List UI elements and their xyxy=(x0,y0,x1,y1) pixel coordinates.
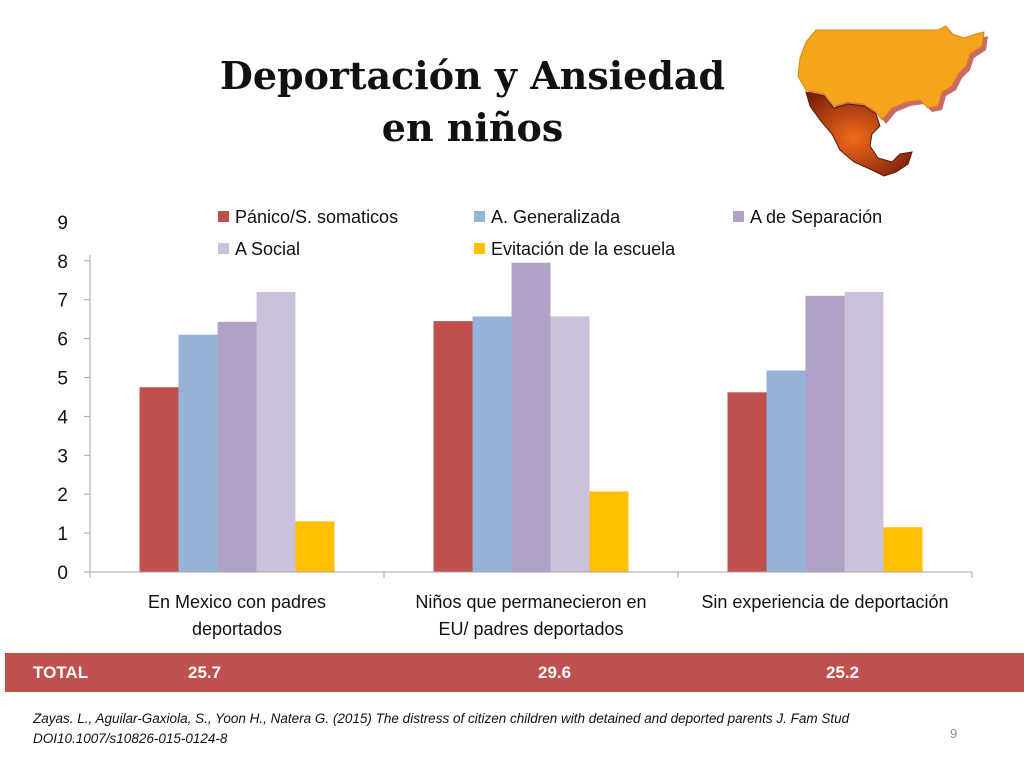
bar xyxy=(178,334,218,572)
legend-label: A. Generalizada xyxy=(491,207,621,227)
bar xyxy=(589,491,629,572)
slide-title: Deportación y Ansiedad en niños xyxy=(150,50,795,154)
legend-label: A de Separación xyxy=(750,207,882,227)
page-number: 9 xyxy=(950,726,958,741)
legend-swatch xyxy=(218,211,229,222)
chart-legend: Pánico/S. somaticos A. Generalizada A de S… xyxy=(218,207,882,259)
legend-label: Pánico/S. somaticos xyxy=(235,207,398,227)
y-tick-label: 9 xyxy=(57,213,68,234)
bar xyxy=(805,295,845,572)
legend-swatch xyxy=(474,243,485,254)
citation: Zayas. L., Aguilar-Gaxiola, S., Yoon H.,… xyxy=(33,711,850,746)
title-line-1: Deportación y Ansiedad xyxy=(219,53,726,98)
x-category-label: En Mexico con padres xyxy=(148,592,326,612)
y-tick-label: 7 xyxy=(57,291,68,312)
bar xyxy=(766,370,806,572)
bar xyxy=(550,316,590,572)
y-tick-label: 4 xyxy=(57,407,68,428)
y-tick-label: 0 xyxy=(57,563,68,584)
y-axis: 0 1 2 3 4 5 6 7 8 9 xyxy=(57,213,91,584)
total-value-2: 29.6 xyxy=(538,663,572,682)
bar-chart: Pánico/S. somaticos A. Generalizada A de S… xyxy=(57,207,973,639)
legend-swatch xyxy=(218,243,229,254)
title-line-2: en niños xyxy=(381,105,564,150)
bar xyxy=(433,321,473,572)
bar xyxy=(844,291,884,572)
bar xyxy=(472,316,512,572)
legend-label: A Social xyxy=(235,239,300,259)
usa-shape-front xyxy=(797,25,985,121)
x-category-label: deportados xyxy=(192,619,282,639)
y-tick-label: 1 xyxy=(57,524,68,545)
y-tick-label: 5 xyxy=(57,369,68,390)
y-tick-label: 3 xyxy=(57,446,68,467)
y-tick-label: 6 xyxy=(57,330,68,351)
total-value-1: 25.7 xyxy=(188,663,222,682)
total-label: TOTAL xyxy=(33,663,89,682)
x-category-label: Niños que permanecieron en xyxy=(415,592,646,612)
bar xyxy=(256,291,296,572)
bar xyxy=(511,262,551,572)
legend-label: Evitación de la escuela xyxy=(491,239,676,259)
legend-swatch xyxy=(474,211,485,222)
x-category-label: EU/ padres deportados xyxy=(438,619,623,639)
mexico-shape xyxy=(805,91,913,177)
legend-swatch xyxy=(733,211,744,222)
total-bar: TOTAL 25.7 29.6 25.2 xyxy=(5,653,1024,692)
north-america-map-icon xyxy=(797,25,988,177)
x-axis: En Mexico con padres deportados Niños que … xyxy=(89,571,973,639)
bar xyxy=(217,321,257,572)
bar xyxy=(727,392,767,572)
bar xyxy=(295,521,335,572)
x-category-label: Sin experiencia de deportación xyxy=(701,592,948,612)
chart-bars xyxy=(139,262,923,572)
y-tick-label: 2 xyxy=(57,485,68,506)
bar xyxy=(139,387,179,572)
bar xyxy=(883,527,923,572)
total-value-3: 25.2 xyxy=(826,663,860,682)
y-tick-label: 8 xyxy=(57,252,68,273)
